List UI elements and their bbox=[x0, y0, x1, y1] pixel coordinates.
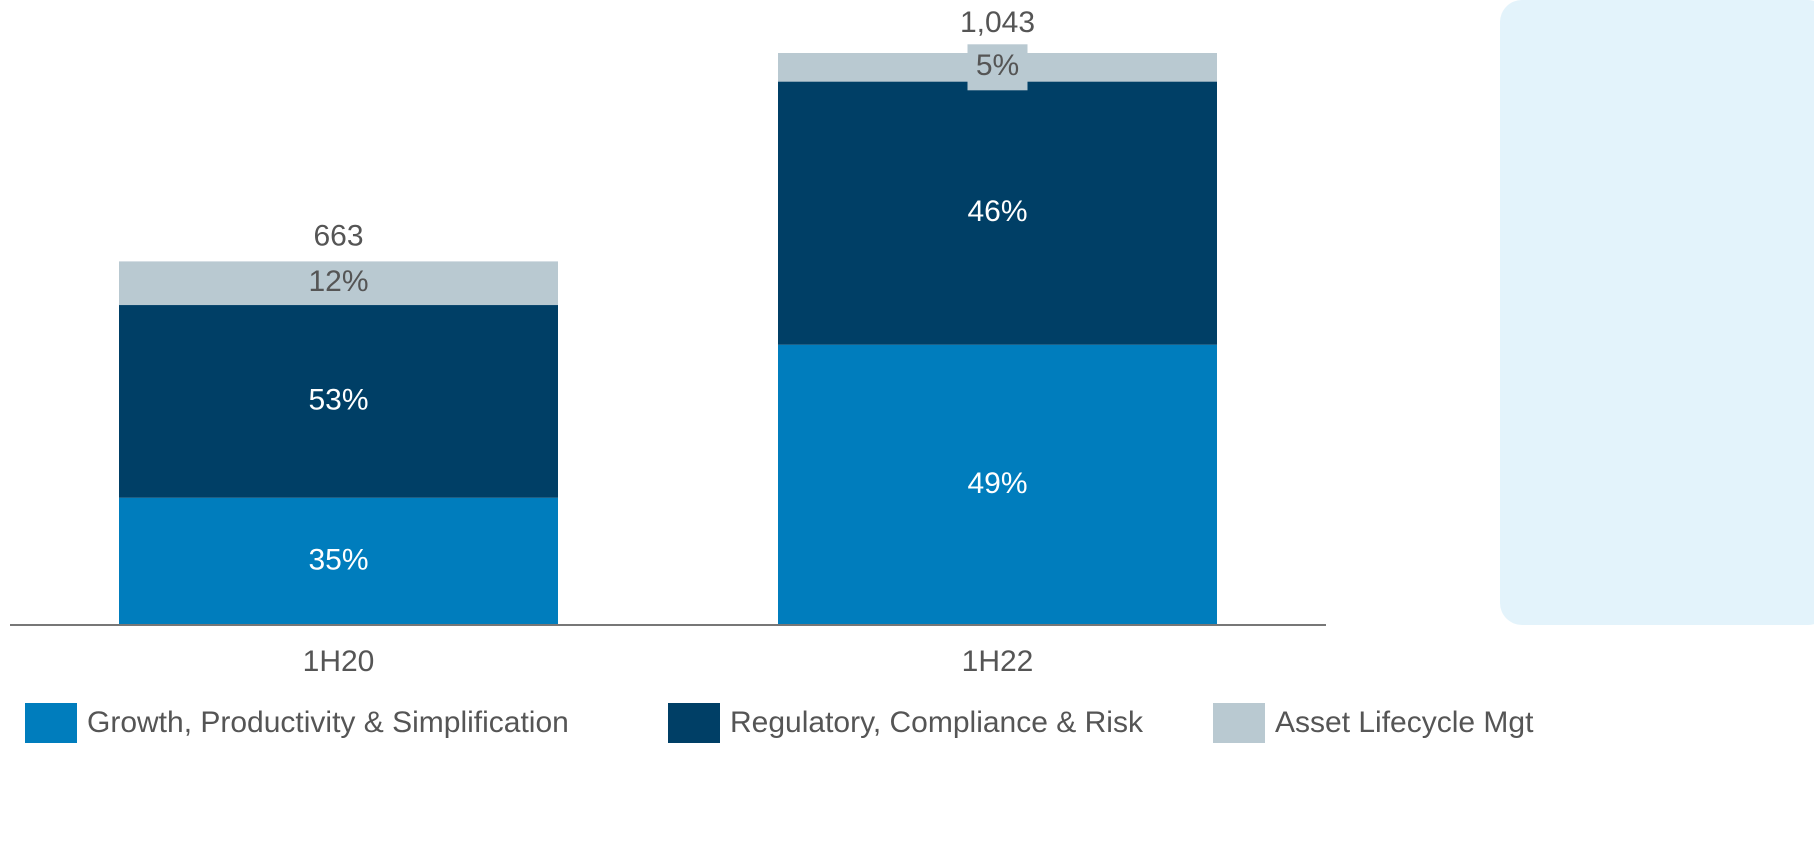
legend-label: Asset Lifecycle Mgt bbox=[1275, 706, 1534, 739]
side-panel bbox=[1500, 0, 1814, 625]
label-background bbox=[967, 44, 1028, 91]
x-tick-label: 1H22 bbox=[962, 645, 1034, 678]
legend-swatch bbox=[668, 703, 720, 743]
x-tick-label: 1H20 bbox=[303, 645, 375, 678]
bar-segment bbox=[778, 81, 1217, 345]
value-label: 49% bbox=[967, 467, 1027, 500]
total-label: 663 bbox=[313, 219, 363, 252]
value-label: 46% bbox=[967, 195, 1027, 228]
legend-label: Regulatory, Compliance & Risk bbox=[730, 706, 1144, 739]
total-label: 1,043 bbox=[960, 6, 1035, 39]
bar-segment bbox=[119, 305, 558, 498]
value-label: 12% bbox=[308, 265, 368, 298]
legend-label: Growth, Productivity & Simplification bbox=[87, 706, 569, 739]
legend-swatch bbox=[25, 703, 77, 743]
bar-segment bbox=[119, 261, 558, 306]
bar-segment bbox=[119, 497, 558, 625]
value-label: 5% bbox=[976, 49, 1019, 82]
value-label: 35% bbox=[308, 543, 368, 576]
value-label: 53% bbox=[308, 383, 368, 416]
bar-segment bbox=[778, 344, 1217, 625]
legend-swatch bbox=[1213, 703, 1265, 743]
